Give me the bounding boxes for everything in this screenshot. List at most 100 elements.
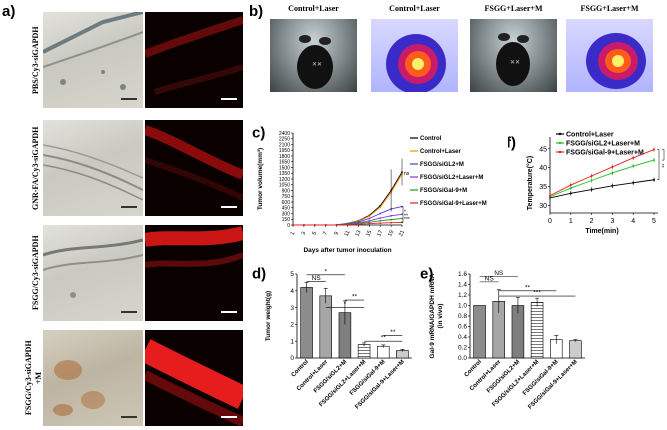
legend-marker xyxy=(558,150,562,154)
x-tick-label: 7 xyxy=(322,231,329,236)
svg-text:✕✕: ✕✕ xyxy=(312,62,322,68)
significance-label: ** xyxy=(352,294,358,301)
data-point xyxy=(590,174,593,177)
y-tick-label: 2250 xyxy=(279,137,290,143)
chart-gal9-mrna: e) 0.0 0.2 0.4 0.6 0.8 1.0 1.2 1.4 1.6 Gal-9 mRNA/… xyxy=(420,265,585,411)
x-tick-label: 0 xyxy=(548,218,552,225)
mouse-image-label-4: FSGG+Laser+M xyxy=(580,4,639,13)
y-axis-label: (in vivo) xyxy=(437,304,444,329)
mouse-image-label-3: FSGG+Laser+M xyxy=(484,4,543,13)
data-point xyxy=(611,184,614,187)
legend-label: FSGG/siGL2+M xyxy=(420,162,464,168)
annotation: ** xyxy=(658,164,664,168)
panel-e-label: e) xyxy=(420,265,433,282)
data-point xyxy=(368,221,371,224)
legend-label: FSGG/siGal-9+Laser+M xyxy=(566,150,644,157)
x-tick-label: FSGG/siGal-9+M xyxy=(349,359,387,397)
legend-marker xyxy=(558,141,562,145)
y-tick-label: 1.0 xyxy=(458,303,467,310)
data-point xyxy=(653,148,655,151)
y-tick-label: 3 xyxy=(290,305,294,312)
row-label-1: PBS/Cy3-siGAPDH xyxy=(31,26,40,94)
bar xyxy=(357,344,371,359)
data-point xyxy=(313,224,316,226)
mouse-photo-2: ✕✕ xyxy=(470,19,557,92)
svg-text:✕✕: ✕✕ xyxy=(510,60,520,66)
y-tick-label: 2100 xyxy=(279,142,290,148)
data-point xyxy=(590,188,593,191)
panel-d-label: d) xyxy=(252,265,266,282)
series-line xyxy=(549,149,655,197)
x-tick-label: 1 xyxy=(290,231,297,236)
series-line xyxy=(549,159,655,198)
data-point xyxy=(569,184,572,187)
brightfield-image-1 xyxy=(43,12,143,108)
x-axis-label: Days after tumor inoculation xyxy=(303,247,391,254)
annotation: ** xyxy=(404,213,408,219)
data-point xyxy=(292,224,294,226)
y-tick-label: 1.4 xyxy=(458,282,467,289)
data-point xyxy=(632,165,635,168)
y-tick-label: 300 xyxy=(282,211,291,217)
data-point xyxy=(390,221,392,224)
y-tick-label: 0 xyxy=(290,355,294,362)
data-point xyxy=(401,217,403,220)
thermal-image-2 xyxy=(566,19,653,92)
fluorescence-image-1 xyxy=(145,12,243,108)
y-tick-label: 35 xyxy=(539,184,547,191)
y-tick-label: 900 xyxy=(282,188,291,194)
data-point xyxy=(390,218,392,221)
data-point xyxy=(324,224,327,226)
y-tick-label: 0 xyxy=(287,223,290,229)
y-tick-label: 30 xyxy=(539,203,547,210)
x-tick-label: 21 xyxy=(398,230,406,238)
data-point xyxy=(653,159,655,162)
data-point xyxy=(653,178,655,181)
data-point xyxy=(632,181,635,184)
y-tick-label: 1 xyxy=(290,338,294,345)
significance-label: ** xyxy=(390,329,396,336)
data-point xyxy=(379,206,382,209)
y-tick-label: 2 xyxy=(290,322,294,329)
data-point xyxy=(379,222,382,224)
row-label-4: FSGG/Cy3-siGAPDH +M xyxy=(24,340,43,416)
data-point xyxy=(368,222,371,225)
legend-marker xyxy=(558,132,562,136)
bar xyxy=(473,305,486,359)
significance-label: ** xyxy=(525,284,531,291)
scale-bar xyxy=(121,206,137,208)
panel-f-label: f) xyxy=(508,134,516,151)
mouse-photo-1: ✕✕ xyxy=(270,19,357,92)
x-tick-label: 9 xyxy=(333,231,340,236)
y-tick-label: 5 xyxy=(290,271,294,278)
x-tick-label: 15 xyxy=(365,230,373,238)
significance-label: NS xyxy=(494,270,504,277)
brightfield-image-3 xyxy=(43,225,143,321)
y-tick-label: 4 xyxy=(290,288,294,295)
data-point xyxy=(611,171,614,174)
bracket xyxy=(657,149,660,181)
annotation: ** xyxy=(663,154,667,158)
data-point xyxy=(632,156,635,159)
x-tick-label: 2 xyxy=(590,218,594,225)
mouse-image-label-2: Control+Laser xyxy=(389,4,440,13)
row-label-3: FSGG/Cy3-siGAPDH xyxy=(31,235,40,311)
y-tick-label: 1350 xyxy=(279,171,290,177)
annotation: * xyxy=(404,210,406,216)
bar xyxy=(300,287,313,359)
bar xyxy=(569,340,582,359)
thermal-image-1 xyxy=(371,19,458,92)
significance-label: * xyxy=(344,301,347,308)
scale-bar xyxy=(221,98,237,100)
x-tick-label: 3 xyxy=(301,231,308,236)
data-point xyxy=(401,213,403,216)
legend-label: Control+Laser xyxy=(566,132,614,139)
mouse-image-label-1: Control+Laser xyxy=(288,4,339,13)
significance-label: *** xyxy=(533,290,541,297)
legend-label: Control xyxy=(420,136,442,142)
data-point xyxy=(379,212,382,215)
y-axis-label: Temperature(°C) xyxy=(526,156,534,210)
data-point xyxy=(549,194,551,197)
x-tick-label: 17 xyxy=(376,230,384,238)
